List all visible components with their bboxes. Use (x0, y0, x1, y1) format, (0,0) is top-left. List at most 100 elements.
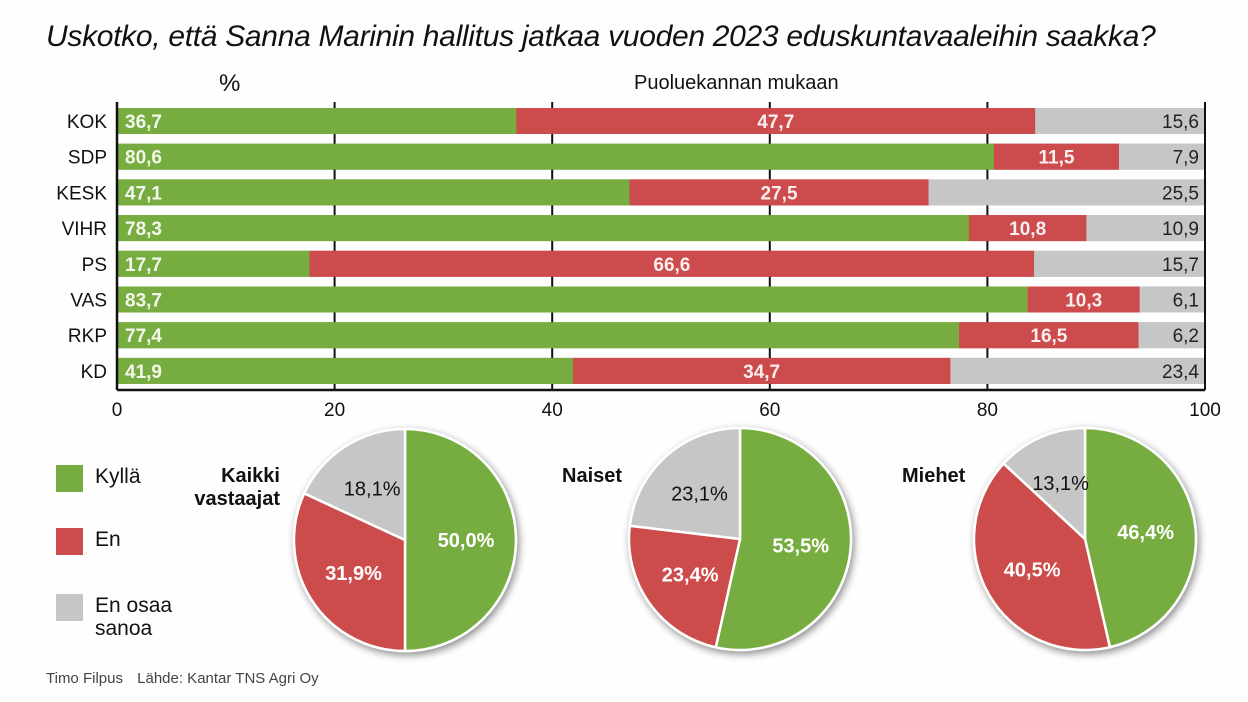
x-tick-label: 40 (542, 400, 563, 421)
bar-segment-yes-kd (118, 357, 573, 384)
bar-segment-dk-sdp (1119, 143, 1205, 170)
bar-label-dk: 10,9 (1162, 219, 1199, 240)
x-tick-label: 80 (977, 400, 998, 421)
bar-segment-no-kesk (629, 179, 929, 206)
bar-label-yes: 78,3 (125, 219, 162, 240)
legend-item-yes: Kyllä (56, 465, 141, 492)
bar-label-yes: 83,7 (125, 291, 162, 312)
bar-label-no: 47,7 (757, 112, 794, 133)
pie-label-no: 40,5% (1004, 560, 1061, 582)
bar-label-yes: 36,7 (125, 112, 162, 133)
bar-label-dk: 15,7 (1162, 255, 1199, 276)
pie-title-all: Kaikki vastaajat (194, 465, 280, 511)
category-label: VIHR (62, 219, 107, 240)
pie-slice-yes (1083, 426, 1198, 649)
pie-title-line: Kaikki (221, 465, 280, 487)
bar-label-no: 34,7 (743, 362, 780, 383)
bar-label-dk: 7,9 (1173, 148, 1199, 169)
bar-label-yes: 47,1 (125, 183, 162, 204)
bar-label-yes: 77,4 (125, 326, 162, 347)
bar-segment-no-kd (572, 357, 951, 384)
category-label: KESK (56, 183, 107, 204)
bar-segment-yes-rkp (118, 322, 960, 349)
bar-label-yes: 80,6 (125, 148, 162, 169)
pie-chart-2 (972, 426, 1198, 652)
x-tick-label: 100 (1189, 400, 1221, 421)
category-label: KOK (67, 112, 107, 133)
pie-label-no: 23,4% (662, 564, 719, 586)
pie-slice-dk (628, 426, 742, 541)
pie-title-line: vastaajat (194, 488, 280, 510)
legend-item-no: En (56, 528, 121, 555)
bar-segment-no-sdp (993, 143, 1120, 170)
category-label: VAS (70, 291, 107, 312)
bar-segment-yes-sdp (118, 143, 994, 170)
author-credit: Timo Filpus (46, 670, 123, 687)
bar-chart-subtitle: Puoluekannan mukaan (634, 72, 839, 94)
pie-slice-no (627, 524, 742, 649)
pie-slice-no (292, 491, 407, 653)
bar-segment-no-kok (516, 108, 1036, 134)
pie-title-men: Miehet (902, 465, 966, 487)
pie-label-dk: 13,1% (1032, 473, 1089, 495)
bar-label-no: 10,8 (1009, 219, 1046, 240)
pie-label-yes: 50,0% (438, 530, 495, 552)
legend-item-dk: En osaa sanoa (56, 594, 195, 640)
bar-segment-dk-kesk (928, 179, 1207, 206)
pie-label-dk: 23,1% (671, 483, 728, 505)
legend-label: En osaa sanoa (95, 594, 173, 640)
bar-label-dk: 25,5 (1162, 183, 1199, 204)
legend-label: Kyllä (95, 465, 141, 488)
pie-charts: 50,0% 31,9% 18,1% 53,5% 23,4% 23,1% 46,4% 40,5%… (292, 426, 1198, 653)
bar-label-yes: 41,9 (125, 362, 162, 383)
pie-title-women: Naiset (562, 465, 623, 487)
bar-segment-yes-vas (118, 286, 1028, 313)
bar-label-no: 27,5 (761, 183, 798, 204)
bar-label-dk: 15,6 (1162, 112, 1199, 133)
legend-swatch-no (56, 528, 83, 555)
source-credit: Lähde: Kantar TNS Agri Oy (137, 670, 319, 687)
legend-label: En (95, 528, 121, 551)
bar-segment-dk-kok (1035, 108, 1205, 134)
pie-chart-1 (627, 426, 853, 652)
bar-label-dk: 23,4 (1162, 362, 1199, 383)
bar-segment-no-vas (1027, 286, 1140, 313)
bar-segment-dk-vihr (1086, 215, 1205, 242)
x-tick-label: 0 (112, 400, 123, 421)
bar-segment-dk-vas (1139, 286, 1207, 313)
category-label: RKP (68, 326, 107, 347)
unit-label: % (219, 70, 241, 97)
legend-swatch-yes (56, 465, 83, 492)
x-tick-label: 20 (324, 400, 345, 421)
x-tick-label: 60 (759, 400, 780, 421)
pie-slice-yes (714, 426, 853, 652)
category-label: SDP (68, 148, 107, 169)
bar-label-yes: 17,7 (125, 255, 162, 276)
category-label: PS (82, 255, 107, 276)
bar-label-dk: 6,2 (1173, 326, 1199, 347)
bar-segment-yes-vihr (118, 215, 969, 242)
legend-swatch-dk (56, 594, 83, 621)
bar-label-no: 66,6 (653, 255, 690, 276)
pie-slice-dk (1001, 426, 1087, 542)
bar-segment-no-ps (309, 250, 1035, 277)
category-label: KD (81, 362, 107, 383)
pie-label-no: 31,9% (325, 563, 382, 585)
bar-segment-no-rkp (959, 322, 1139, 349)
bar-label-no: 11,5 (1039, 148, 1075, 169)
stacked-bar-chart: 0 20 40 60 80 100 KOK 36,7 47,7 15,6 SDP 80,6 11,5 7,… (56, 102, 1221, 421)
pie-label-dk: 18,1% (344, 479, 401, 501)
chart-title: Uskotko, että Sanna Marinin hallitus jat… (46, 20, 1156, 53)
bar-label-dk: 6,1 (1173, 291, 1199, 312)
pie-slice-dk (302, 427, 407, 542)
pie-slice-no (972, 461, 1112, 652)
bar-segment-dk-kd (950, 357, 1205, 384)
bar-segment-no-vihr (968, 215, 1087, 242)
bar-segment-yes-kok (118, 108, 517, 134)
bar-segment-yes-kesk (118, 179, 630, 206)
bar-label-no: 16,5 (1030, 326, 1067, 347)
bar-segment-dk-ps (1034, 250, 1205, 277)
footer: Timo Filpus Lähde: Kantar TNS Agri Oy (46, 670, 329, 687)
pie-label-yes: 53,5% (772, 536, 829, 558)
